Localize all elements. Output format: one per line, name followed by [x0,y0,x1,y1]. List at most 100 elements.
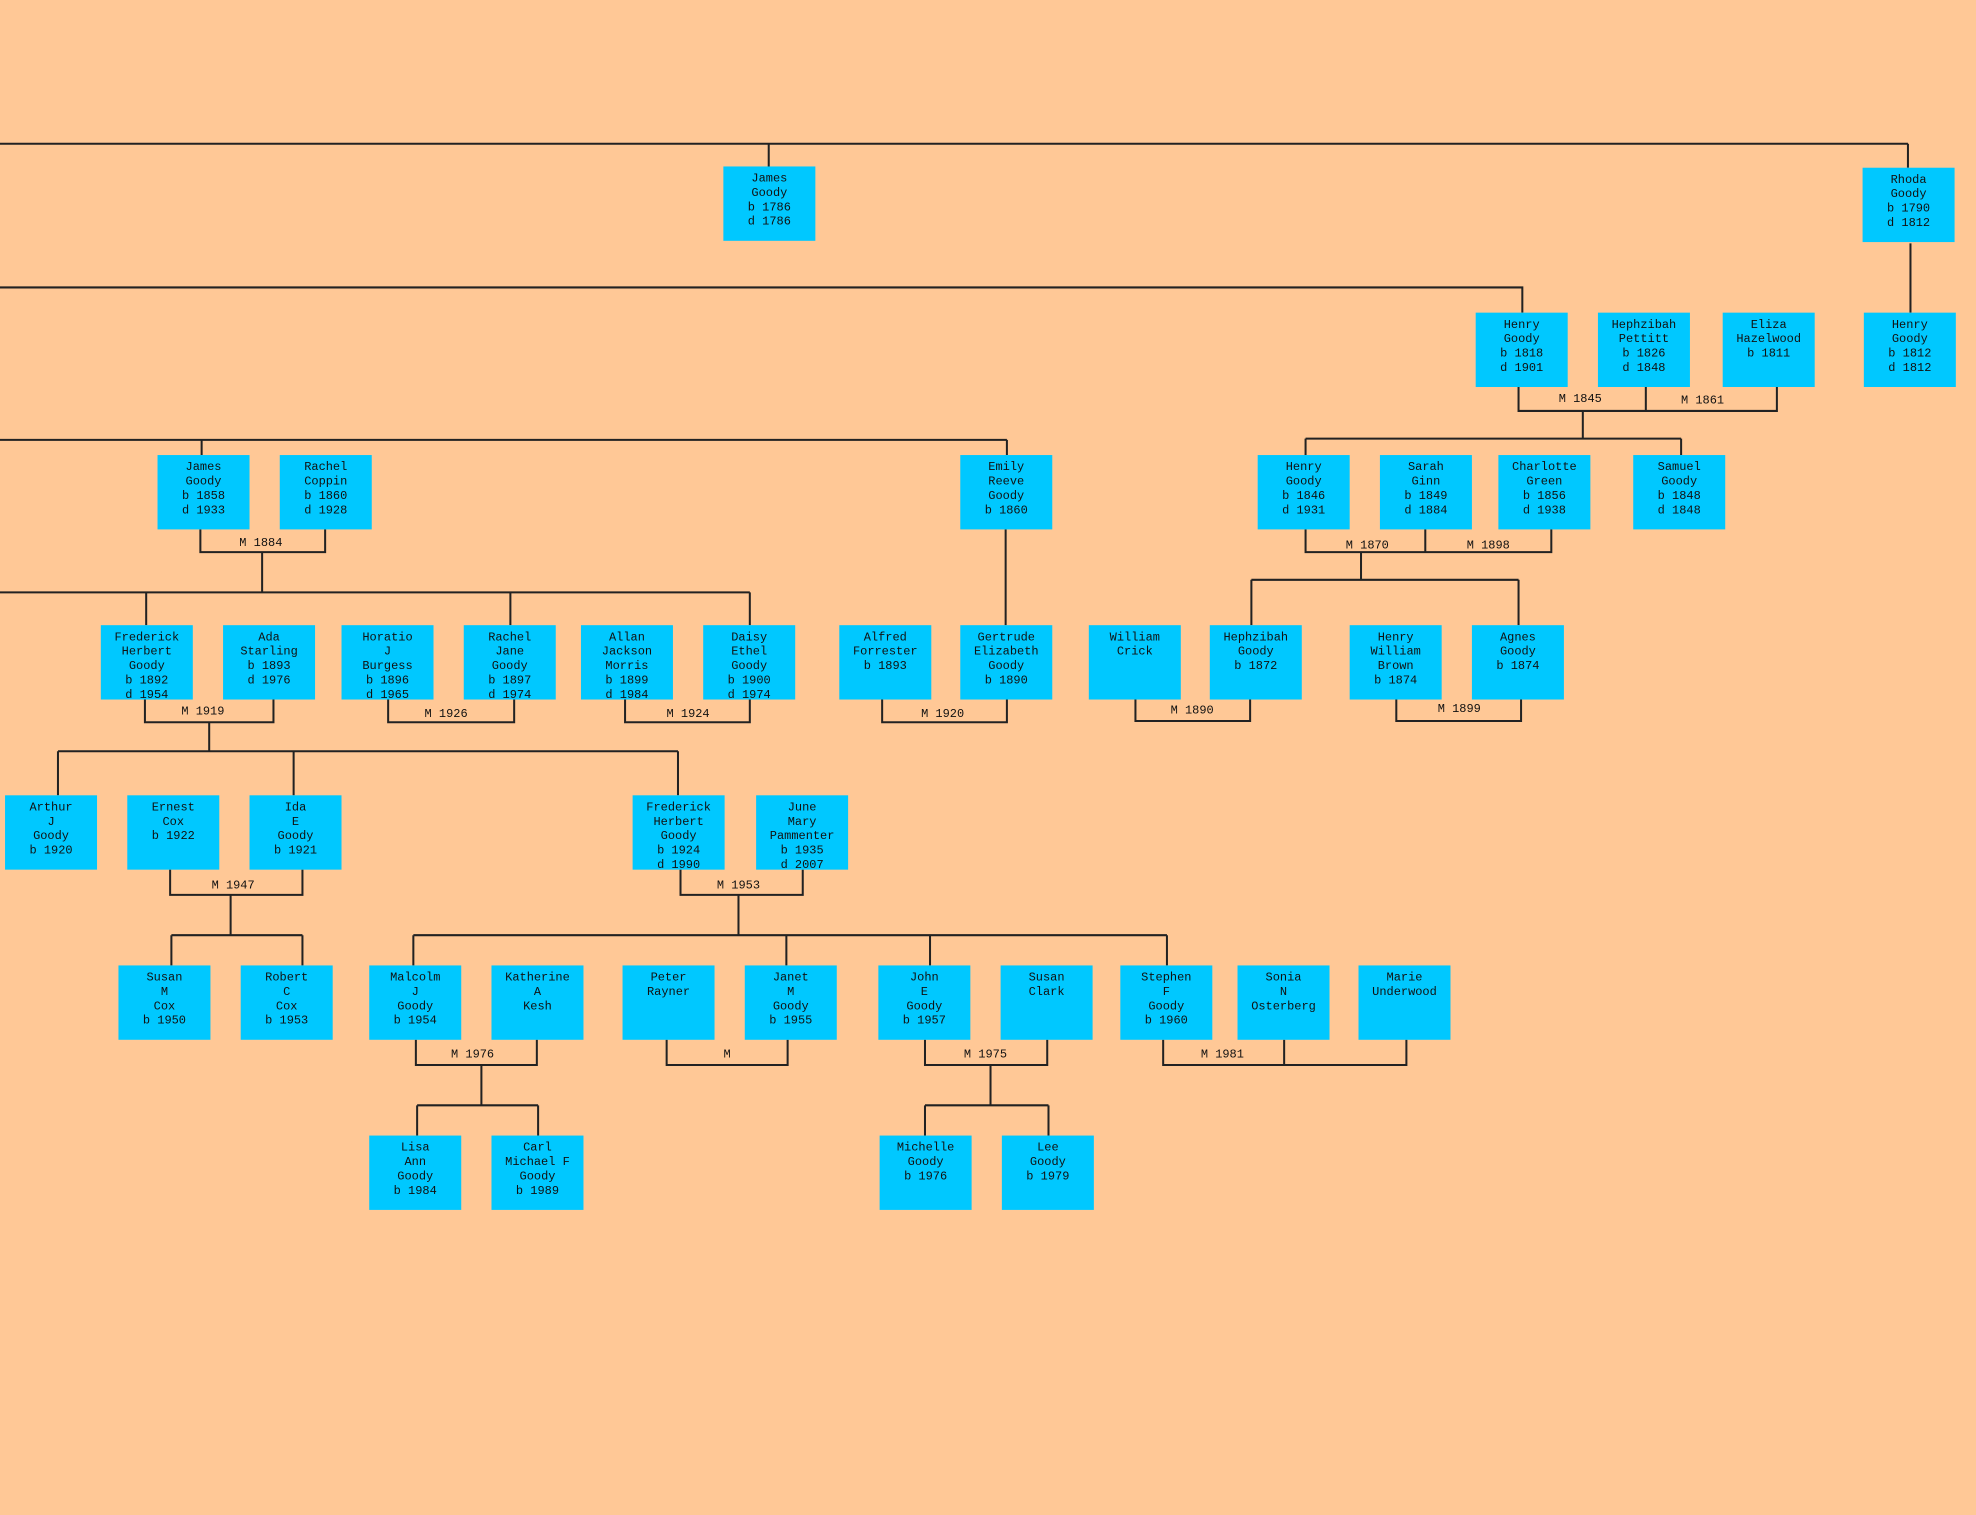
person-box [960,455,1053,530]
person-box [839,625,932,700]
person-text: Goody [1504,332,1540,346]
marriage-label: M 1920 [921,707,964,721]
marriage-label: M 1981 [1201,1047,1244,1061]
person-text: b 1979 [1026,1169,1069,1183]
marriage-label: M 1926 [425,707,468,721]
person-text: J [384,645,391,659]
person-text: Sonia [1266,971,1302,985]
person-text: d 1976 [247,673,290,687]
person-box [1237,965,1330,1040]
person-text: Goody [278,829,314,843]
person-text: Jane [495,645,524,659]
person-text: Rachel [488,630,531,644]
person-text: Goody [988,659,1024,673]
person-text: d 1974 [488,688,531,702]
person-text: b 1892 [125,673,168,687]
person-text: William [1110,630,1160,644]
person-text: b 1856 [1523,489,1566,503]
person-text: b 1846 [1282,489,1325,503]
person-text: b 1954 [394,1014,437,1028]
person-text: b 1786 [748,200,791,214]
person-text: Agnes [1500,630,1536,644]
person-text: Hephzibah [1612,318,1677,332]
person-text: Horatio [362,630,412,644]
person-text: b 1860 [304,489,347,503]
person-text: Mary [788,815,817,829]
person-box [341,625,434,700]
person-text: d 1984 [605,688,648,702]
person-text: d 1931 [1282,503,1325,517]
person-box [1001,1135,1094,1210]
person-text: Ginn [1412,475,1441,489]
person-text: J [47,815,54,829]
marriage-label: M 1976 [451,1047,494,1061]
person-text: b 1976 [904,1169,947,1183]
person-box [463,625,556,700]
person-text: b 1790 [1887,202,1930,216]
person-text: Sarah [1408,460,1444,474]
person-text: d 1848 [1658,503,1701,517]
person-text: Rayner [647,985,690,999]
person-text: Rhoda [1891,173,1927,187]
person-text: b 1960 [1145,1014,1188,1028]
person-text: Henry [1286,460,1322,474]
person-text: C [283,985,290,999]
person-text: Goody [397,999,433,1013]
person-text: b 1984 [394,1184,437,1198]
person-box [369,1135,462,1210]
marriage-label: M 1924 [667,707,710,721]
person-text: b 1893 [247,659,290,673]
person-box [118,965,211,1040]
person-text: b 1858 [182,489,225,503]
person-box [744,965,837,1040]
person-box [1597,312,1690,387]
person-text: b 1860 [985,503,1028,517]
person-text: Starling [240,645,297,659]
person-text: b 1957 [903,1014,946,1028]
person-text: d 1954 [125,688,168,702]
person-text: Coppin [304,475,347,489]
person-text: b 1848 [1658,489,1701,503]
person-text: Hephzibah [1223,630,1288,644]
person-text: b 1849 [1404,489,1447,503]
person-box [369,965,462,1040]
person-text: Ethel [731,645,767,659]
person-box [1088,625,1181,700]
person-box [703,625,796,700]
person-text: Hazelwood [1736,332,1801,346]
person-text: Elizabeth [974,645,1039,659]
person-text: Marie [1387,971,1423,985]
person-box [632,795,725,870]
person-text: John [910,971,939,985]
person-text: b 1921 [274,844,317,858]
person-text: d 1965 [366,688,409,702]
person-box [223,625,316,700]
person-text: b 1874 [1374,673,1417,687]
person-text: F [1163,985,1170,999]
person-text: Goody [988,489,1024,503]
person-text: Malcolm [390,971,440,985]
person-text: Arthur [29,800,72,814]
marriage-label: M 1953 [717,879,760,893]
person-text: Reeve [988,475,1024,489]
person-text: Goody [751,186,787,200]
person-text: M [787,985,794,999]
